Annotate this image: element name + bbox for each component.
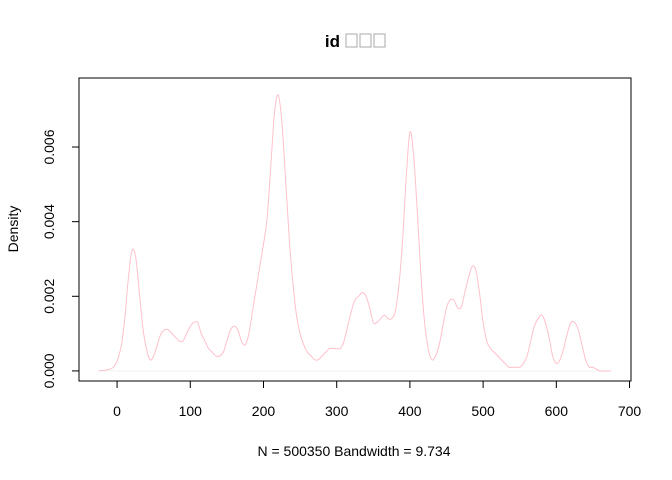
y-tick-label: 0.000	[41, 353, 57, 388]
y-tick-label: 0.006	[41, 129, 57, 164]
x-tick-label: 500	[471, 403, 495, 419]
title-missing-glyphs	[345, 33, 386, 48]
y-axis: 0.000 0.002 0.004 0.006	[41, 129, 80, 388]
y-tick-label: 0.004	[41, 204, 57, 239]
x-axis: 0 100 200 300 400 500 600 700	[113, 380, 642, 419]
x-axis-label: N = 500350 Bandwidth = 9.734	[257, 443, 450, 459]
x-tick-label: 600	[545, 403, 569, 419]
title-glyph-box	[373, 33, 386, 48]
y-tick-label: 0.002	[41, 279, 57, 314]
title-glyph-box	[359, 33, 372, 48]
x-tick-label: 700	[618, 403, 642, 419]
x-tick-label: 400	[398, 403, 422, 419]
chart-title: id	[325, 32, 340, 51]
y-axis-label: Density	[5, 206, 21, 253]
x-tick-label: 300	[325, 403, 349, 419]
density-curve	[98, 94, 612, 372]
x-tick-label: 200	[252, 403, 276, 419]
title-glyph-box	[345, 33, 358, 48]
x-tick-label: 0	[113, 403, 121, 419]
x-tick-label: 100	[179, 403, 203, 419]
